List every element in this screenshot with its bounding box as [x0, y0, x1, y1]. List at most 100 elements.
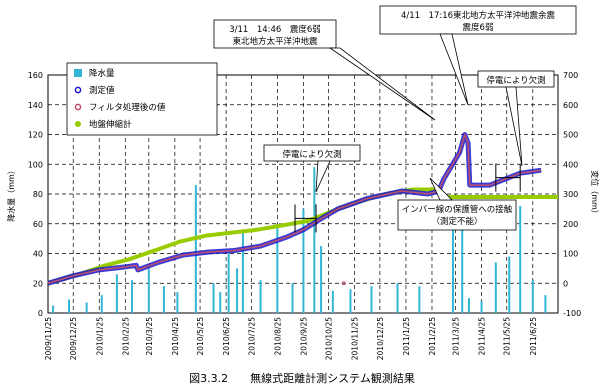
x-tick-label: 2010/12/25 — [376, 317, 385, 360]
y-right-tick-label: 600 — [563, 101, 578, 110]
figure-caption: 図3.3.2 無線式距離計測システム観測結果 — [189, 372, 415, 385]
annotation-quake411-text: 4/11 17:16東北地方太平洋沖地震余震 — [401, 10, 556, 21]
x-tick-label: 2009/12/25 — [69, 317, 78, 360]
annotation-quake311-box — [213, 19, 337, 49]
rain-bar — [494, 262, 497, 313]
y-left-tick-label: 160 — [28, 71, 43, 80]
rain-bar — [241, 231, 244, 313]
rain-bar — [259, 280, 262, 313]
legend-label-filtered: フィルタ処理後の値 — [89, 102, 166, 113]
rain-bar — [85, 302, 88, 313]
y-left-tick-label: 80 — [33, 190, 43, 199]
y-right-axis-label: 変位（mm） — [590, 170, 600, 218]
y-right-tick-label: 0 — [563, 279, 568, 288]
rain-bar — [467, 298, 470, 313]
rain-bar — [320, 246, 323, 313]
annotation-outage1-box — [263, 144, 361, 162]
legend-ground-marker — [75, 121, 81, 127]
x-tick-label: 2010/4/25 — [171, 317, 180, 356]
x-tick-label: 2011/6/25 — [529, 317, 538, 356]
rain-bar — [544, 295, 547, 313]
y-right-tick-label: 500 — [563, 131, 578, 140]
isolated-filtered-point — [341, 281, 346, 286]
x-tick-label: 2010/11/25 — [351, 317, 360, 360]
rain-bar — [451, 205, 454, 313]
x-tick-label: 2011/3/25 — [451, 317, 460, 356]
legend-rain-swatch — [74, 69, 82, 77]
rain-bar — [236, 268, 239, 313]
rain-bar — [349, 289, 352, 313]
annotation-outage1-pointer — [315, 160, 331, 193]
legend-label-ground: 地盤伸縮計 — [89, 119, 132, 130]
annotation-quake411-text: 震度6弱 — [463, 22, 494, 33]
rain-bar — [531, 280, 534, 313]
x-tick-label: 2010/6/25 — [222, 317, 231, 356]
annotation-invar-text: インバー線の保護管への接触 — [402, 204, 513, 215]
y-right-tick-label: 400 — [563, 160, 578, 169]
y-right-tick-label: 100 — [563, 250, 578, 259]
rain-bar — [302, 208, 305, 313]
y-right-tick-label: -100 — [563, 309, 581, 318]
x-tick-label: 2009/11/25 — [44, 317, 53, 360]
x-tick-label: 2011/4/25 — [478, 317, 487, 356]
x-tick-label: 2011/5/25 — [503, 317, 512, 356]
y-left-tick-label: 40 — [33, 250, 43, 259]
y-left-tick-label: 60 — [33, 220, 43, 229]
rain-bar — [115, 274, 118, 313]
rain-bar — [370, 286, 373, 313]
rain-bar — [131, 280, 134, 313]
rain-bar — [162, 286, 165, 313]
annotation-invar-box — [397, 199, 517, 231]
rain-bar — [276, 223, 279, 313]
rain-bar — [147, 268, 150, 313]
rain-bar — [291, 283, 294, 313]
annotation-quake311-text: 3/11 14:46 震度6弱 — [229, 24, 321, 35]
rain-bar — [508, 256, 511, 313]
rain-bar — [396, 283, 399, 313]
x-tick-label: 2010/7/25 — [247, 317, 256, 356]
rain-bar — [331, 290, 334, 313]
annotation-outage2-pointer — [505, 86, 523, 167]
legend-label-rain: 降水量 — [89, 68, 115, 79]
y-right-tick-label: 700 — [563, 71, 578, 80]
x-tick-label: 2010/9/25 — [299, 317, 308, 356]
y-left-tick-label: 120 — [28, 131, 43, 140]
y-left-tick-label: 140 — [28, 101, 43, 110]
x-tick-label: 2010/2/25 — [121, 317, 130, 356]
rain-bar — [461, 226, 464, 313]
y-right-tick-label: 300 — [563, 190, 578, 199]
filtered-line — [47, 133, 542, 284]
rain-bar — [519, 205, 522, 313]
rain-bar — [480, 301, 483, 313]
x-tick-label: 2010/8/25 — [273, 317, 282, 356]
x-tick-label: 2010/5/25 — [196, 317, 205, 356]
annotation-outage2-text: 停電により欠測 — [486, 75, 545, 86]
rain-bar — [176, 292, 179, 313]
rain-bar — [219, 292, 222, 313]
rain-bar — [212, 283, 215, 313]
annotation-outage1-text: 停電により欠測 — [282, 149, 341, 160]
x-tick-label: 2011/1/25 — [402, 317, 411, 356]
rain-bar — [313, 167, 316, 313]
legend-label-measured: 測定値 — [89, 85, 115, 96]
y-left-tick-label: 20 — [33, 279, 43, 288]
legend-filtered-marker — [74, 103, 82, 111]
rain-bar — [100, 295, 103, 313]
x-tick-label: 2010/3/25 — [145, 317, 154, 356]
annotation-quake311-pointer — [328, 47, 436, 121]
rain-bar — [227, 253, 230, 313]
x-tick-label: 2010/10/25 — [325, 317, 334, 360]
y-left-tick-label: 100 — [28, 160, 43, 169]
x-tick-label: 2010/1/25 — [95, 317, 104, 356]
rain-bar — [68, 299, 71, 313]
annotation-invar-text: （測定不能） — [431, 216, 482, 227]
annotation-invar-pointer — [429, 177, 453, 201]
rain-bar — [194, 185, 197, 313]
rain-bar — [418, 286, 421, 313]
legend-box — [66, 62, 218, 136]
y-left-tick-label: 0 — [38, 309, 43, 318]
y-right-tick-label: 200 — [563, 220, 578, 229]
legend-measured-marker — [74, 86, 82, 94]
rain-bar — [52, 305, 55, 313]
